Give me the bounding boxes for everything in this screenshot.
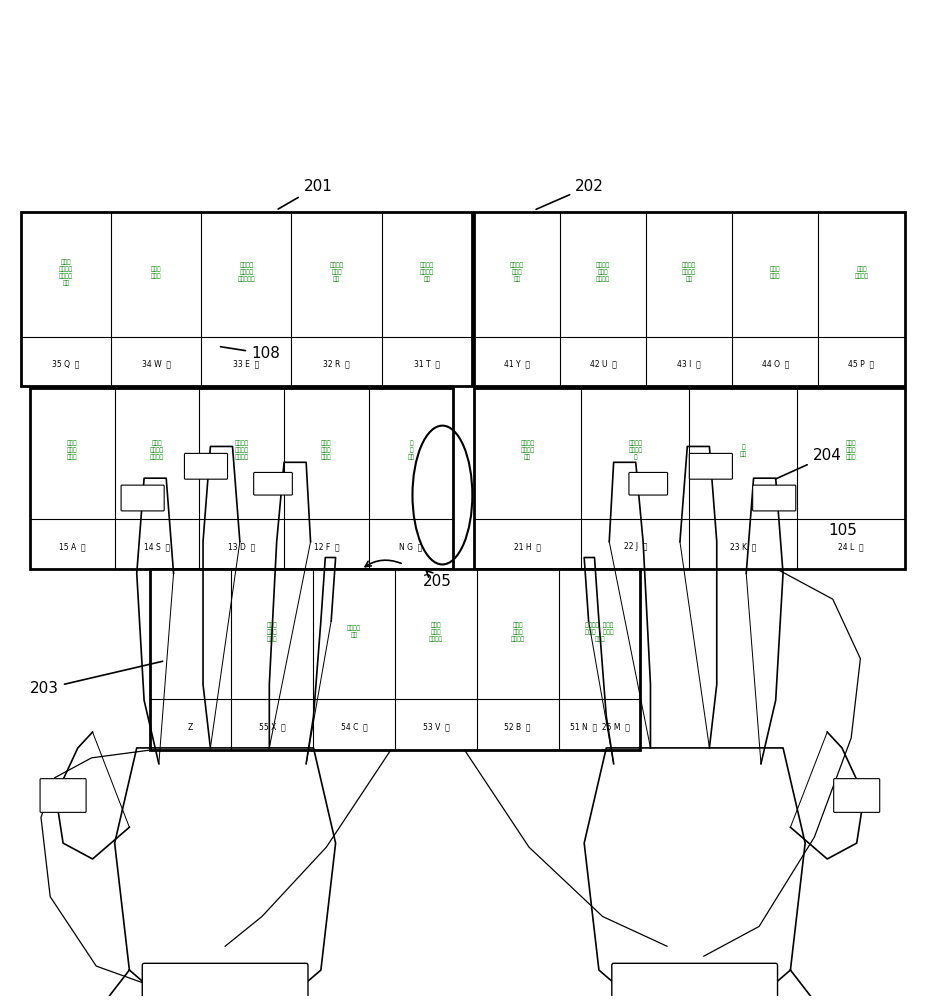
Text: 纟乡幺
纟乡弓
匕乙乚: 纟乡幺 纟乡弓 匕乙乚 [266,622,277,642]
Text: 王
一
五戈: 王 一 五戈 [407,441,414,460]
Bar [20,212,471,386]
Text: 金鱼儿
刀夕又厂
乃夕夕亻
己几: 金鱼儿 刀夕又厂 乃夕夕亻 己几 [58,259,72,286]
FancyBboxPatch shape [689,453,731,479]
Text: 木丁西
三羊扩装
厂厂亻亻: 木丁西 三羊扩装 厂厂亻亻 [149,441,164,460]
Text: 44 O  为: 44 O 为 [761,360,788,369]
Text: 35 Q  我: 35 Q 我 [52,360,80,369]
Text: 立六立辛
亻刁丷
讠讠门广: 立六立辛 亻刁丷 讠讠门广 [596,263,610,282]
Text: 14 S  要: 14 S 要 [144,542,170,551]
Text: 105: 105 [827,523,857,538]
Text: 日日四早
丨刂刂刂
虫: 日日四早 丨刂刂刂 虫 [627,441,641,460]
Text: Z: Z [187,723,193,732]
Text: 人亻八
八兴衣: 人亻八 八兴衣 [150,266,161,279]
Text: 田甲口
囲囲囲
四车力: 田甲口 囲囲囲 四车力 [844,441,855,460]
Text: 205: 205 [422,570,451,589]
Text: 13 D  在: 13 D 在 [228,542,255,551]
Text: 子亻了
亻也山
心亻小羽: 子亻了 亻也山 心亻小羽 [510,622,524,642]
Text: 又スマム
巴马: 又スマム 巴马 [347,626,361,638]
Text: 201: 201 [277,179,332,209]
Text: 白手乎才
乃厂匕
斤斤: 白手乎才 乃厂匕 斤斤 [329,263,343,282]
Text: 土士干
二十寸
雨申申: 土士干 二十寸 雨申申 [321,441,331,460]
Text: 53 V  发: 53 V 发 [422,723,449,732]
Text: 31 T  和: 31 T 和 [413,360,439,369]
Text: 水氺氵泳
氵氵业业
小业: 水氺氵泳 氵氵业业 小业 [681,263,695,282]
FancyBboxPatch shape [142,963,308,1000]
Text: 言讠文方
八丶音
广主: 言讠文方 八丶音 广主 [509,263,523,282]
Text: 己巳己一  山由贝
乙户尸    门几丛
门几丛: 己巳己一 山由贝 乙户尸 门几丛 门几丛 [585,622,613,642]
Text: 34 W  人: 34 W 人 [141,360,171,369]
Bar [473,212,904,386]
Text: 口
川川: 口 川川 [739,444,746,457]
Text: 火业亦
丷米米: 火业亦 丷米米 [769,266,780,279]
Text: 禾承竹从
丨一一亻
父父: 禾承竹从 丨一一亻 父父 [419,263,433,282]
Text: 22 J  是: 22 J 是 [623,542,646,551]
Text: 43 I  不: 43 I 不 [677,360,701,369]
Text: 21 H  上: 21 H 上 [513,542,540,551]
Text: 之乙乙
山丷一亻: 之乙乙 山丷一亻 [854,266,868,279]
Text: 月日月用
乡四乃长
家家亻农民: 月日月用 乡四乃长 家家亻农民 [238,263,255,282]
Text: 工匚廾
廾廿北
七弋戈: 工匚廾 廾廿北 七弋戈 [67,441,77,460]
Text: 202: 202 [535,179,603,209]
Text: 大犬古石
三羊扩装
厂厂亻亻: 大犬古石 三羊扩装 厂厂亻亻 [235,441,249,460]
Text: 203: 203 [30,661,162,696]
Text: 目艮上止
门卜上产
走户: 目艮上止 门卜上产 走户 [520,441,534,460]
FancyBboxPatch shape [253,472,292,495]
Text: 42 U  产: 42 U 产 [589,360,616,369]
Text: 15 A  工: 15 A 工 [58,542,85,551]
Text: 54 C  以: 54 C 以 [341,723,367,732]
Text: 12 F  地: 12 F 地 [314,542,339,551]
Text: 32 R  的: 32 R 的 [323,360,350,369]
FancyBboxPatch shape [40,779,86,812]
FancyBboxPatch shape [832,779,879,812]
Text: 24 L  国: 24 L 国 [837,542,863,551]
FancyBboxPatch shape [628,472,667,495]
Bar [30,388,453,569]
Text: 204: 204 [775,448,841,479]
Text: N G  一: N G 一 [399,542,422,551]
FancyBboxPatch shape [612,963,777,1000]
Text: 41 Y  主: 41 Y 主 [503,360,529,369]
Text: 108: 108 [220,346,279,361]
Text: 45 P  这: 45 P 这 [847,360,873,369]
FancyBboxPatch shape [185,453,227,479]
Text: 23 K  中: 23 K 中 [729,542,755,551]
FancyBboxPatch shape [752,485,795,511]
Text: 51 N  民  25 M  同: 51 N 民 25 M 同 [569,723,628,732]
Text: 女刀九
从白ヨ
耳阳下已: 女刀九 从白ヨ 耳阳下已 [429,622,443,642]
FancyBboxPatch shape [121,485,164,511]
Text: 52 B  了: 52 B 了 [504,723,530,732]
Text: 33 E  有: 33 E 有 [233,360,259,369]
Bar [473,388,904,569]
Bar [149,569,639,750]
Text: 55 X  经: 55 X 经 [259,723,286,732]
